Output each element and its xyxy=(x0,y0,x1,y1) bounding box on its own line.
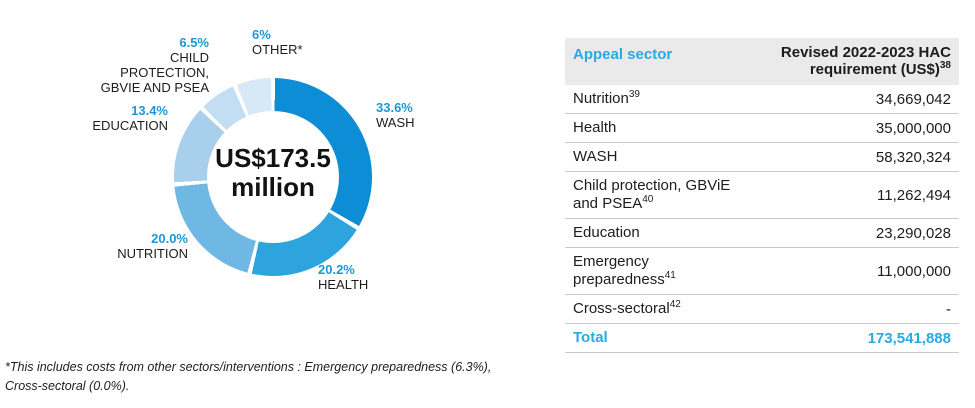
donut-center-total: US$173.5 million xyxy=(215,144,331,201)
appeal-sector-table: Appeal sector Revised 2022-2023 HAC requ… xyxy=(565,38,959,353)
row-value: 34,669,042 xyxy=(875,90,951,108)
row-footnote-ref: 40 xyxy=(642,194,654,205)
row-label-text: WASH xyxy=(573,148,618,165)
label-other-pct: 6% xyxy=(252,27,271,42)
table-header-requirement-line2: requirement (US$) xyxy=(809,61,940,78)
label-wash-pct: 33.6% xyxy=(376,100,413,115)
row-label: Emergency preparedness41 xyxy=(573,253,749,289)
label-wash: 33.6% WASH xyxy=(376,100,415,130)
row-label-text: Nutrition xyxy=(573,90,629,107)
table-header-footnote-ref: 38 xyxy=(939,60,951,71)
table-header-requirement-line1: Revised 2022-2023 HAC xyxy=(780,44,951,61)
row-value: - xyxy=(946,300,951,318)
table-header-row: Appeal sector Revised 2022-2023 HAC requ… xyxy=(565,38,959,85)
row-label-text: Cross-sectoral xyxy=(573,300,670,317)
table-row-health: Health 35,000,000 xyxy=(565,114,959,143)
row-label: Health xyxy=(573,119,749,137)
row-label: WASH xyxy=(573,148,749,166)
donut-center-unit: million xyxy=(231,172,315,202)
total-value: 173,541,888 xyxy=(867,329,951,347)
label-child-protection: 6.5% CHILD PROTECTION, GBVIE AND PSEA xyxy=(89,35,209,95)
table-row-total: Total 173,541,888 xyxy=(565,324,959,353)
row-label: Nutrition39 xyxy=(573,90,749,108)
label-health: 20.2% HEALTH xyxy=(318,262,368,292)
label-health-name: HEALTH xyxy=(318,277,369,292)
label-child-protection-pct: 6.5% xyxy=(179,35,209,50)
label-education: 13.4% EDUCATION xyxy=(92,103,168,133)
chart-footnote: *This includes costs from other sectors/… xyxy=(5,360,492,394)
row-label-text: Emergency preparedness xyxy=(573,253,665,288)
row-value: 35,000,000 xyxy=(875,119,951,137)
label-wash-name: WASH xyxy=(376,115,415,130)
donut-chart: US$173.5 million xyxy=(174,78,372,276)
table-row-emergency-preparedness: Emergency preparedness41 11,000,000 xyxy=(565,248,959,295)
row-footnote-ref: 39 xyxy=(628,89,640,100)
row-label-text: Education xyxy=(573,224,640,241)
label-other-name: OTHER* xyxy=(252,42,303,57)
row-label-text: Child protection, GBViE and PSEA xyxy=(573,177,731,212)
total-label: Total xyxy=(573,329,608,346)
donut-center-value: US$173.5 xyxy=(215,143,331,174)
table-row-child-protection: Child protection, GBViE and PSEA40 11,26… xyxy=(565,172,959,219)
row-label: Cross-sectoral42 xyxy=(573,300,749,318)
table-row-cross-sectoral: Cross-sectoral42 - xyxy=(565,295,959,324)
label-nutrition: 20.0% NUTRITION xyxy=(117,231,188,261)
row-label: Education xyxy=(573,224,749,242)
label-child-protection-name: CHILD PROTECTION, GBVIE AND PSEA xyxy=(100,50,209,95)
donut-center: US$173.5 million xyxy=(207,111,339,243)
row-footnote-ref: 41 xyxy=(664,270,676,281)
table-row-nutrition: Nutrition39 34,669,042 xyxy=(565,85,959,114)
table-header-appeal-sector: Appeal sector xyxy=(573,46,673,63)
table-row-education: Education 23,290,028 xyxy=(565,219,959,248)
label-other: 6% OTHER* xyxy=(252,27,303,57)
label-nutrition-pct: 20.0% xyxy=(151,231,188,246)
label-health-pct: 20.2% xyxy=(318,262,355,277)
row-value: 58,320,324 xyxy=(875,148,951,166)
label-education-pct: 13.4% xyxy=(131,103,168,118)
row-label: Child protection, GBViE and PSEA40 xyxy=(573,177,749,213)
row-value: 11,000,000 xyxy=(877,262,951,280)
row-value: 11,262,494 xyxy=(877,186,951,204)
row-value: 23,290,028 xyxy=(875,224,951,242)
row-label-text: Health xyxy=(573,119,617,136)
table-row-wash: WASH 58,320,324 xyxy=(565,143,959,172)
label-education-name: EDUCATION xyxy=(92,118,168,133)
table-header-requirement: Revised 2022-2023 HAC requirement (US$)3… xyxy=(741,44,951,78)
label-nutrition-name: NUTRITION xyxy=(117,246,188,261)
row-footnote-ref: 42 xyxy=(669,299,681,310)
